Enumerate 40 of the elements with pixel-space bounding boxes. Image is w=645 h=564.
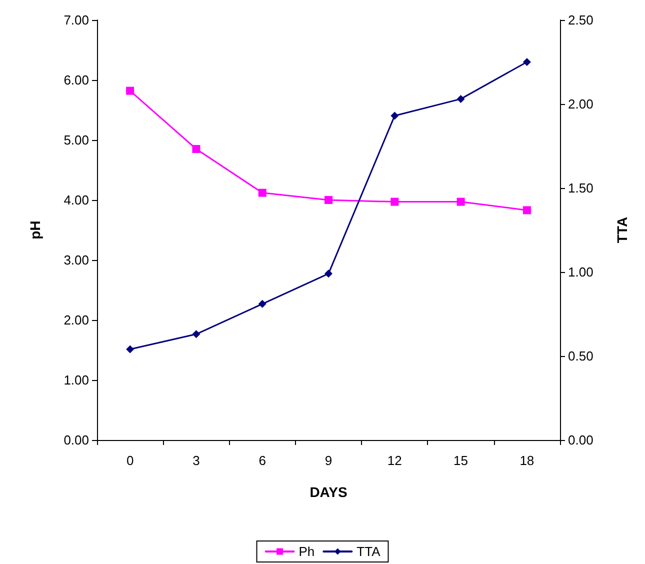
y-tick-label: 2.00 — [64, 312, 89, 328]
y-tick-label: 4.00 — [64, 192, 89, 208]
x-tick-label: 6 — [258, 453, 266, 468]
y2-tick-label: 0.50 — [568, 348, 594, 364]
point — [456, 94, 465, 103]
point — [522, 58, 531, 66]
y2-tick-label: 1.50 — [568, 180, 594, 196]
point — [324, 270, 332, 278]
point — [390, 198, 399, 206]
y2-tick-label: 1.00 — [568, 264, 594, 280]
point — [258, 188, 266, 197]
point — [126, 345, 134, 354]
y2-tick-label: 0.00 — [568, 432, 594, 448]
point — [456, 198, 465, 206]
point — [390, 112, 399, 120]
point — [324, 196, 332, 204]
point — [522, 206, 531, 214]
y2-tick-label: 2.00 — [568, 96, 594, 112]
point — [192, 330, 200, 338]
y-tick-label: 5.00 — [64, 132, 89, 148]
y-axis-title: pH — [27, 220, 43, 240]
y-tick-label: 3.00 — [64, 252, 89, 268]
y2-tick-label: 2.50 — [568, 12, 594, 28]
x-tick-label: 18 — [520, 453, 534, 468]
point — [258, 300, 266, 308]
legend-label: Ph — [298, 544, 315, 559]
x-tick-label: 3 — [192, 453, 200, 468]
y2-axis-title: TTA — [614, 216, 630, 244]
y-tick-label: 0.00 — [64, 432, 89, 448]
y-tick-label: 6.00 — [64, 72, 89, 88]
x-axis-title: DAYS — [310, 484, 348, 500]
x-tick-label: 0 — [126, 453, 134, 468]
point — [192, 145, 200, 153]
y-tick-label: 1.00 — [64, 372, 89, 388]
y-tick-label: 7.00 — [64, 12, 89, 28]
x-tick-label: 9 — [324, 453, 332, 468]
x-tick-label: 12 — [387, 453, 402, 468]
x-tick-label: 15 — [454, 453, 468, 468]
legend-label: TTA — [356, 544, 381, 559]
point — [126, 86, 134, 95]
